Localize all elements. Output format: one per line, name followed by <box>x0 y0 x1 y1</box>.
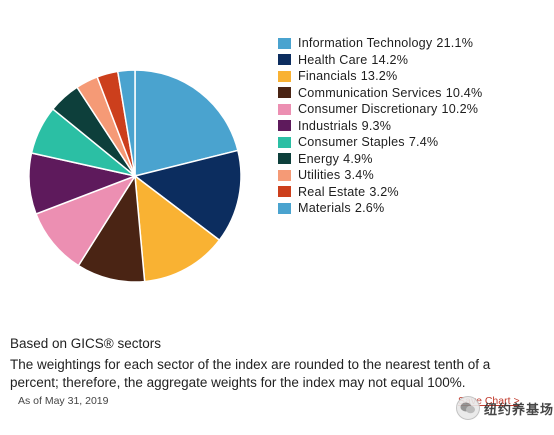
legend-label: Industrials <box>298 118 358 133</box>
legend-swatch <box>278 202 291 214</box>
legend-swatch <box>278 70 291 82</box>
pie-slice-communication-services[interactable] <box>77 173 146 283</box>
legend-value: 3.4% <box>344 168 374 183</box>
legend-value: 2.6% <box>354 201 385 216</box>
wechat-logo-icon <box>456 396 480 420</box>
legend-item-consumer-staples: Consumer Staples 7.4% <box>278 134 548 151</box>
legend-item-real-estate: Real Estate 3.2% <box>278 184 548 201</box>
legend-item-consumer-discretionary: Consumer Discretionary 10.2% <box>278 101 548 118</box>
legend-label: Communication Services <box>298 85 442 100</box>
legend-swatch <box>278 186 291 198</box>
sector-pie-chart <box>28 69 242 283</box>
pie-slice-information-technology[interactable] <box>134 69 239 177</box>
legend-item-information-technology: Information Technology 21.1% <box>278 35 548 52</box>
legend-swatch <box>278 54 291 66</box>
legend-value: 21.1% <box>436 36 474 51</box>
legend-label: Information Technology <box>298 36 433 51</box>
legend-item-industrials: Industrials 9.3% <box>278 118 548 135</box>
legend-label: Materials <box>298 201 351 216</box>
legend-label: Energy <box>298 151 340 166</box>
legend-label: Health Care <box>298 52 368 67</box>
legend-label: Utilities <box>298 168 341 183</box>
legend-value: 14.2% <box>371 52 409 67</box>
legend-item-energy: Energy 4.9% <box>278 151 548 168</box>
footnote-body: The weightings for each sector of the in… <box>10 357 491 390</box>
legend-swatch <box>278 169 291 181</box>
legend-value: 3.2% <box>369 184 399 199</box>
legend-swatch <box>278 120 291 132</box>
legend-item-communication-services: Communication Services 10.4% <box>278 85 548 102</box>
chart-legend: Information Technology 21.1% Health Care 14… <box>278 35 548 217</box>
legend-item-materials: Materials 2.6% <box>278 200 548 217</box>
as-of-date: As of May 31, 2019 <box>18 395 109 407</box>
legend-value: 10.2% <box>441 102 479 117</box>
legend-swatch <box>278 87 291 99</box>
pie-slice-materials[interactable] <box>116 69 136 177</box>
legend-item-utilities: Utilities 3.4% <box>278 167 548 184</box>
legend-label: Real Estate <box>298 184 366 199</box>
legend-label: Consumer Discretionary <box>298 102 438 117</box>
watermark-text: 纽约养基场 <box>484 402 554 418</box>
legend-value: 9.3% <box>361 118 392 133</box>
pie-slice-health-care[interactable] <box>133 149 242 242</box>
legend-value: 10.4% <box>445 85 483 100</box>
legend-item-financials: Financials 13.2% <box>278 68 548 85</box>
watermark: 纽约养基场 <box>456 396 554 420</box>
legend-value: 13.2% <box>360 69 398 84</box>
legend-label: Consumer Staples <box>298 135 405 150</box>
legend-swatch <box>278 153 291 165</box>
footnote-title: Based on GICS® sectors <box>10 336 162 351</box>
legend-swatch <box>278 37 291 49</box>
legend-item-health-care: Health Care 14.2% <box>278 52 548 69</box>
legend-value: 4.9% <box>343 151 373 166</box>
pie-slice-financials[interactable] <box>134 174 221 283</box>
legend-label: Financials <box>298 69 357 84</box>
legend-value: 7.4% <box>408 135 439 150</box>
legend-swatch <box>278 136 291 148</box>
legend-swatch <box>278 103 291 115</box>
